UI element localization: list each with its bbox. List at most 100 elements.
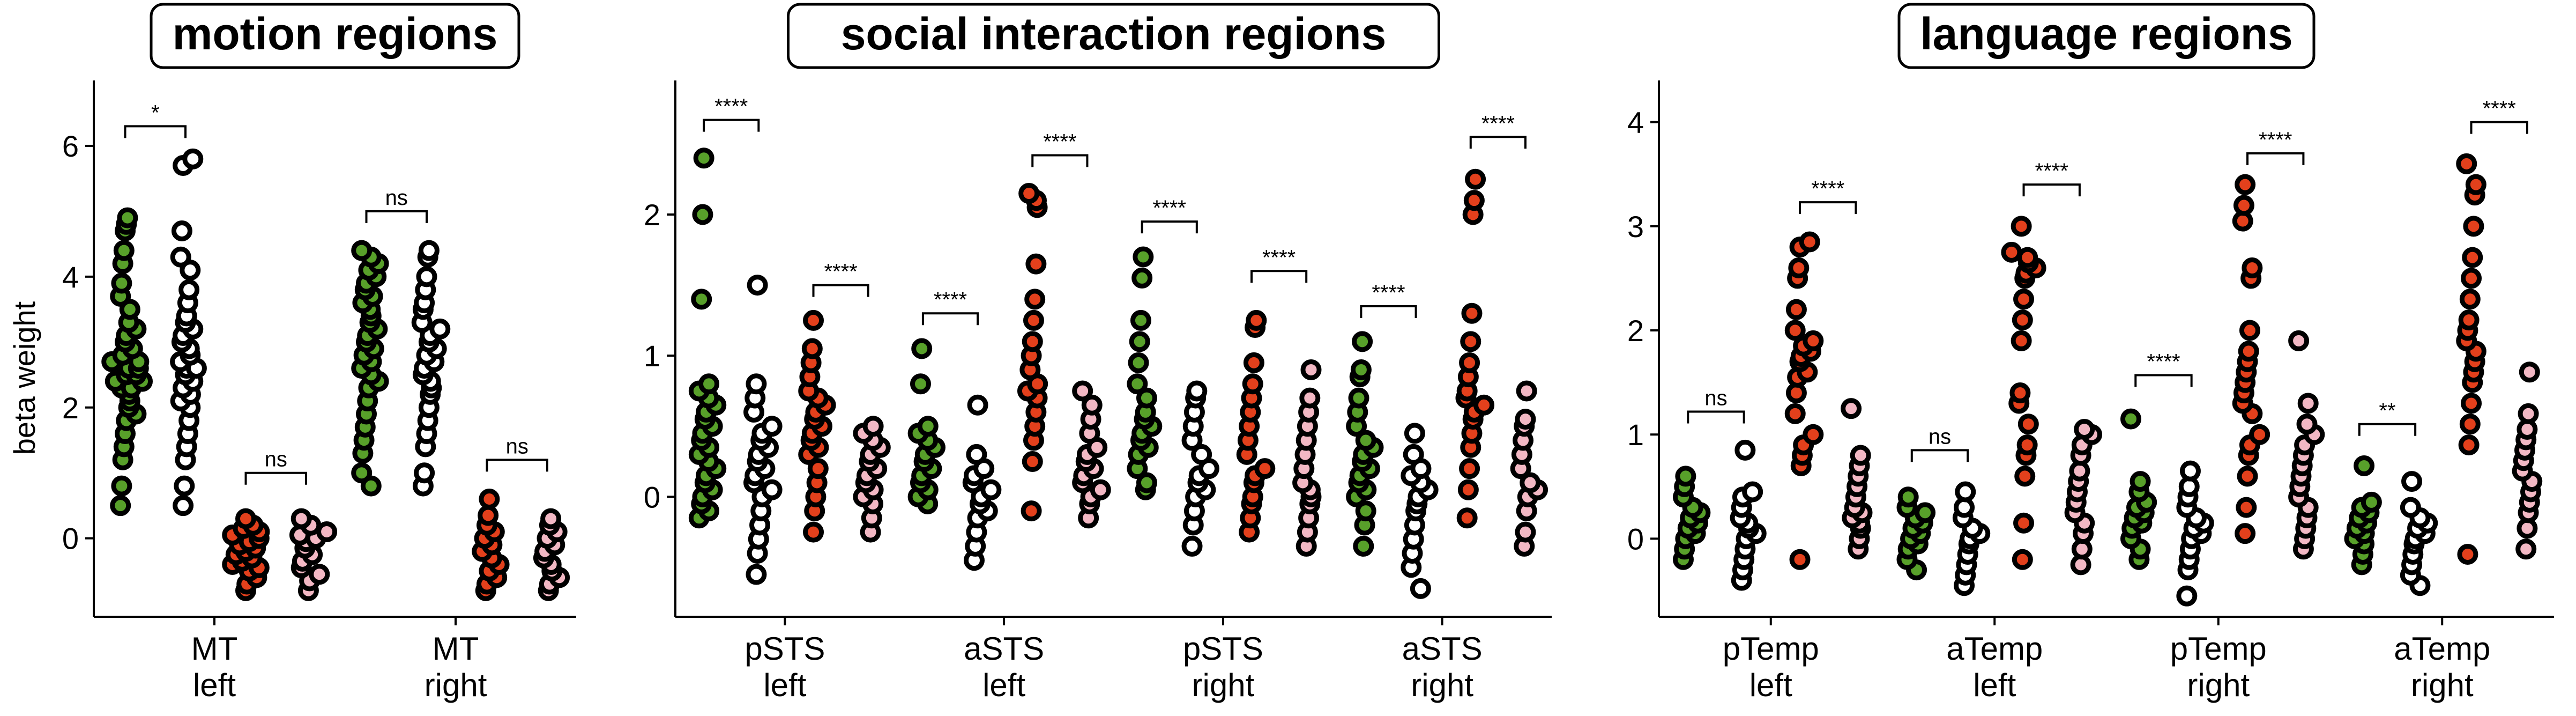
significance-bracket bbox=[124, 125, 187, 138]
data-point bbox=[2461, 268, 2482, 289]
data-point bbox=[1742, 481, 1763, 503]
significance-label: **** bbox=[2147, 350, 2180, 374]
data-point bbox=[1459, 352, 1480, 373]
data-point bbox=[862, 416, 884, 437]
series-group bbox=[1236, 309, 1276, 543]
significance-bracket bbox=[2470, 121, 2528, 134]
series-group bbox=[351, 240, 389, 497]
x-tick-label: aTemp right bbox=[2394, 631, 2490, 703]
data-point bbox=[1955, 481, 1976, 503]
series-group bbox=[2512, 361, 2543, 560]
data-point bbox=[1841, 398, 1862, 419]
data-point bbox=[2361, 491, 2382, 513]
significance-label: **** bbox=[2259, 128, 2292, 152]
data-point bbox=[2515, 538, 2537, 560]
x-tick-label: pTemp left bbox=[1723, 631, 1819, 703]
significance-label: ns bbox=[1704, 386, 1727, 410]
data-point bbox=[1915, 502, 1936, 523]
data-point bbox=[1459, 458, 1480, 479]
significance-bracket bbox=[921, 312, 979, 326]
data-point bbox=[2238, 341, 2259, 362]
data-point bbox=[1131, 267, 1153, 289]
series-group bbox=[907, 338, 945, 514]
data-point bbox=[691, 289, 712, 310]
data-point bbox=[1133, 246, 1154, 268]
data-point bbox=[1129, 331, 1150, 352]
data-point bbox=[2463, 216, 2484, 237]
series-group bbox=[853, 416, 891, 543]
data-point bbox=[414, 462, 435, 484]
data-point bbox=[1355, 500, 1376, 522]
data-point bbox=[1463, 190, 1485, 211]
data-point bbox=[1734, 439, 1756, 461]
data-point bbox=[1246, 309, 1267, 331]
data-point bbox=[2233, 195, 2254, 216]
data-point bbox=[1242, 373, 1263, 395]
chart-title-box bbox=[150, 3, 520, 69]
series-group bbox=[222, 508, 270, 601]
series-group bbox=[2344, 455, 2382, 575]
data-point bbox=[2001, 241, 2022, 263]
data-point bbox=[966, 444, 987, 465]
x-tick-label-line: left bbox=[1973, 667, 2016, 703]
data-point bbox=[911, 338, 933, 359]
chart-title-box bbox=[787, 3, 1440, 69]
x-tick-label-line: aTemp bbox=[1946, 631, 2043, 667]
data-point bbox=[178, 279, 200, 300]
x-tick-label: aSTS left bbox=[964, 631, 1044, 703]
series-group bbox=[1401, 423, 1439, 599]
data-point bbox=[692, 204, 713, 225]
data-point bbox=[2249, 424, 2270, 445]
data-point bbox=[2400, 497, 2421, 518]
data-point bbox=[2014, 466, 2036, 487]
x-tick-label: pTemp right bbox=[2170, 631, 2267, 703]
data-point bbox=[416, 266, 437, 287]
data-point bbox=[182, 148, 204, 169]
data-point bbox=[174, 475, 195, 497]
data-point bbox=[807, 458, 829, 479]
y-tick-label: 1 bbox=[1627, 418, 1644, 452]
series-group bbox=[1127, 246, 1163, 500]
data-point bbox=[1136, 387, 1157, 409]
series-group bbox=[1896, 486, 1936, 581]
y-tick-label: 4 bbox=[1627, 106, 1644, 139]
data-point bbox=[2288, 330, 2310, 351]
significance-label: ns bbox=[1929, 425, 1951, 448]
x-tick-label: pSTS right bbox=[1183, 631, 1263, 703]
series-group bbox=[2400, 471, 2438, 596]
data-point bbox=[1789, 549, 1811, 570]
data-point bbox=[1850, 445, 1871, 466]
data-point bbox=[1024, 289, 1046, 310]
data-point bbox=[291, 508, 312, 529]
significance-label: ** bbox=[2379, 399, 2395, 423]
data-point bbox=[1784, 320, 1806, 341]
data-point bbox=[2297, 393, 2319, 414]
data-point bbox=[1355, 430, 1376, 451]
data-point bbox=[171, 220, 192, 241]
data-point bbox=[1090, 479, 1111, 500]
data-point bbox=[2458, 309, 2480, 331]
data-point bbox=[479, 488, 500, 510]
x-tick-label: aTemp left bbox=[1946, 631, 2043, 703]
data-point bbox=[1788, 257, 1810, 279]
chart-title-box bbox=[1897, 3, 2316, 69]
series-group bbox=[1017, 183, 1048, 522]
data-point bbox=[1021, 500, 1042, 522]
series-group bbox=[1072, 380, 1111, 529]
series-group bbox=[1841, 398, 1873, 560]
data-point bbox=[2519, 361, 2540, 383]
significance-bracket bbox=[703, 119, 760, 132]
y-tick-label: 1 bbox=[644, 339, 660, 373]
significance-label: **** bbox=[714, 95, 748, 119]
data-point bbox=[803, 521, 824, 543]
y-axis-label: beta weight bbox=[8, 301, 41, 455]
series-group bbox=[1952, 481, 1991, 596]
data-point bbox=[801, 338, 823, 359]
y-tick-label: 2 bbox=[1627, 314, 1644, 348]
data-point bbox=[309, 564, 330, 585]
data-point bbox=[429, 318, 451, 339]
data-point bbox=[2459, 414, 2481, 435]
data-point bbox=[1352, 331, 1373, 352]
